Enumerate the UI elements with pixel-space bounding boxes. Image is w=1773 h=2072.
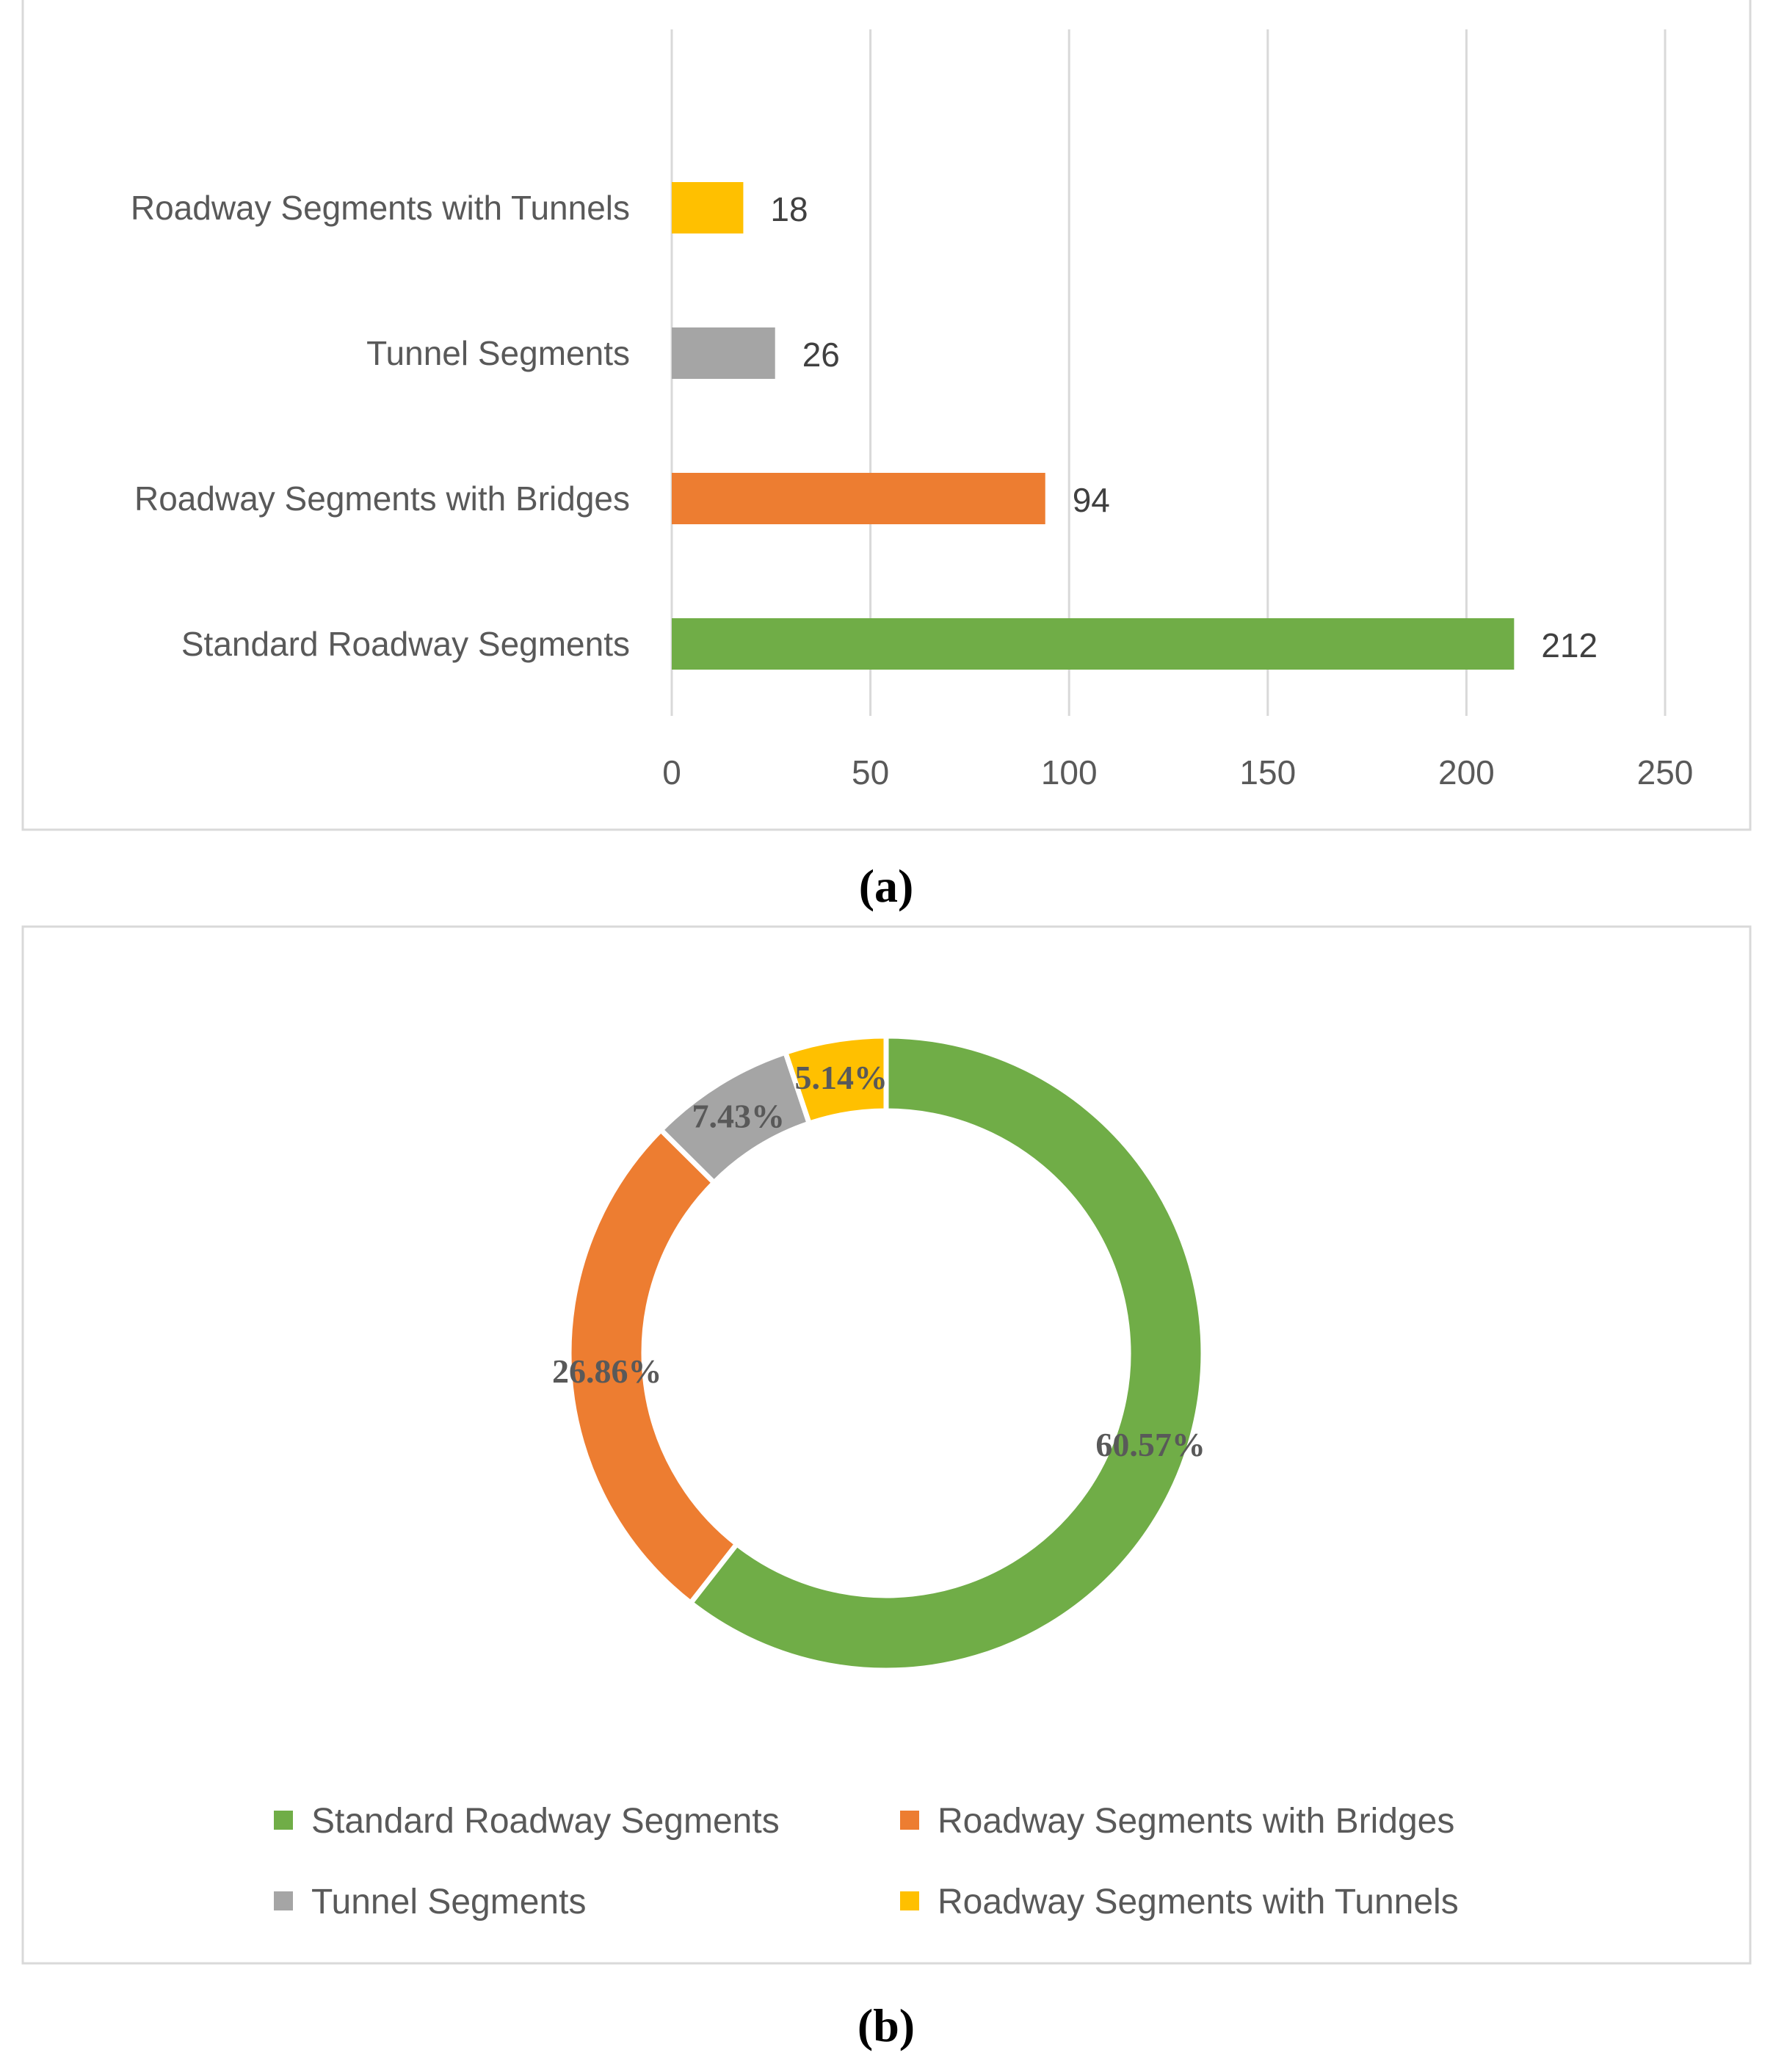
value-label-tunnel-segments: 26: [802, 336, 840, 374]
bar-chart-gridlines: [670, 29, 1667, 716]
x-tick-label-50: 50: [852, 753, 889, 792]
bar-roadway-segments-with-bridges: [672, 473, 1045, 524]
category-label-roadway-segments-with-bridges: Roadway Segments with Bridges: [134, 479, 630, 518]
x-tick-label-150: 150: [1239, 753, 1296, 792]
donut-data-label-roadway-segments-with-bridges: 26.86%: [552, 1352, 662, 1390]
bar-roadway-segments-with-tunnels: [672, 182, 744, 233]
value-label-roadway-segments-with-bridges: 94: [1073, 481, 1110, 519]
bar-chart-x-tick-labels: 0 50 100 150 200 250: [662, 753, 1693, 792]
donut-data-label-tunnel-segments: 7.43%: [692, 1097, 786, 1134]
bar-chart-frame: [21, 0, 1752, 831]
legend-label-roadway-segments-with-bridges: Roadway Segments with Bridges: [938, 1802, 1454, 1841]
x-tick-label-0: 0: [662, 753, 681, 792]
donut-slice-roadway-segments-with-tunnels: [782, 1033, 889, 1127]
value-label-roadway-segments-with-tunnels: 18: [770, 190, 808, 228]
panel-label-a: (a): [859, 860, 914, 912]
x-tick-label-250: 250: [1637, 753, 1694, 792]
bar-chart-category-labels: Roadway Segments with Tunnels Tunnel Segm…: [131, 189, 630, 663]
legend-label-standard-roadway-segments: Standard Roadway Segments: [311, 1802, 780, 1841]
legend-swatch-roadway-segments-with-bridges: [900, 1811, 919, 1830]
donut-chart-legend: Standard Roadway Segments Roadway Segment…: [274, 1802, 1459, 1921]
value-label-standard-roadway-segments: 212: [1541, 626, 1598, 664]
panel-label-b: (b): [858, 1999, 915, 2051]
donut-slice-standard-roadway-segments: [686, 1033, 1206, 1673]
donut-slice-roadway-segments-with-bridges: [566, 1126, 741, 1607]
bar-tunnel-segments: [672, 327, 775, 379]
bar-standard-roadway-segments: [672, 618, 1515, 670]
donut-chart-data-labels: 60.57% 26.86% 7.43%5.14%: [552, 1059, 1205, 1463]
legend-swatch-tunnel-segments: [274, 1891, 293, 1910]
x-tick-label-200: 200: [1438, 753, 1495, 792]
donut-data-label-standard-roadway-segments: 60.57%: [1095, 1426, 1205, 1463]
legend-label-roadway-segments-with-tunnels: Roadway Segments with Tunnels: [938, 1883, 1459, 1921]
x-tick-label-100: 100: [1041, 753, 1098, 792]
donut-chart-slices: [566, 1033, 1206, 1673]
bar-chart-value-labels: 18 26 94 212: [770, 190, 1598, 664]
category-label-tunnel-segments: Tunnel Segments: [366, 334, 630, 372]
category-label-roadway-segments-with-tunnels: Roadway Segments with Tunnels: [131, 189, 630, 227]
legend-swatch-roadway-segments-with-tunnels: [900, 1891, 919, 1910]
donut-data-label-roadway-segments-with-tunnels: 5.14%: [794, 1059, 888, 1096]
legend-swatch-standard-roadway-segments: [274, 1811, 293, 1830]
bar-chart-bars: [672, 182, 1515, 670]
category-label-standard-roadway-segments: Standard Roadway Segments: [181, 625, 630, 663]
legend-label-tunnel-segments: Tunnel Segments: [311, 1883, 586, 1921]
